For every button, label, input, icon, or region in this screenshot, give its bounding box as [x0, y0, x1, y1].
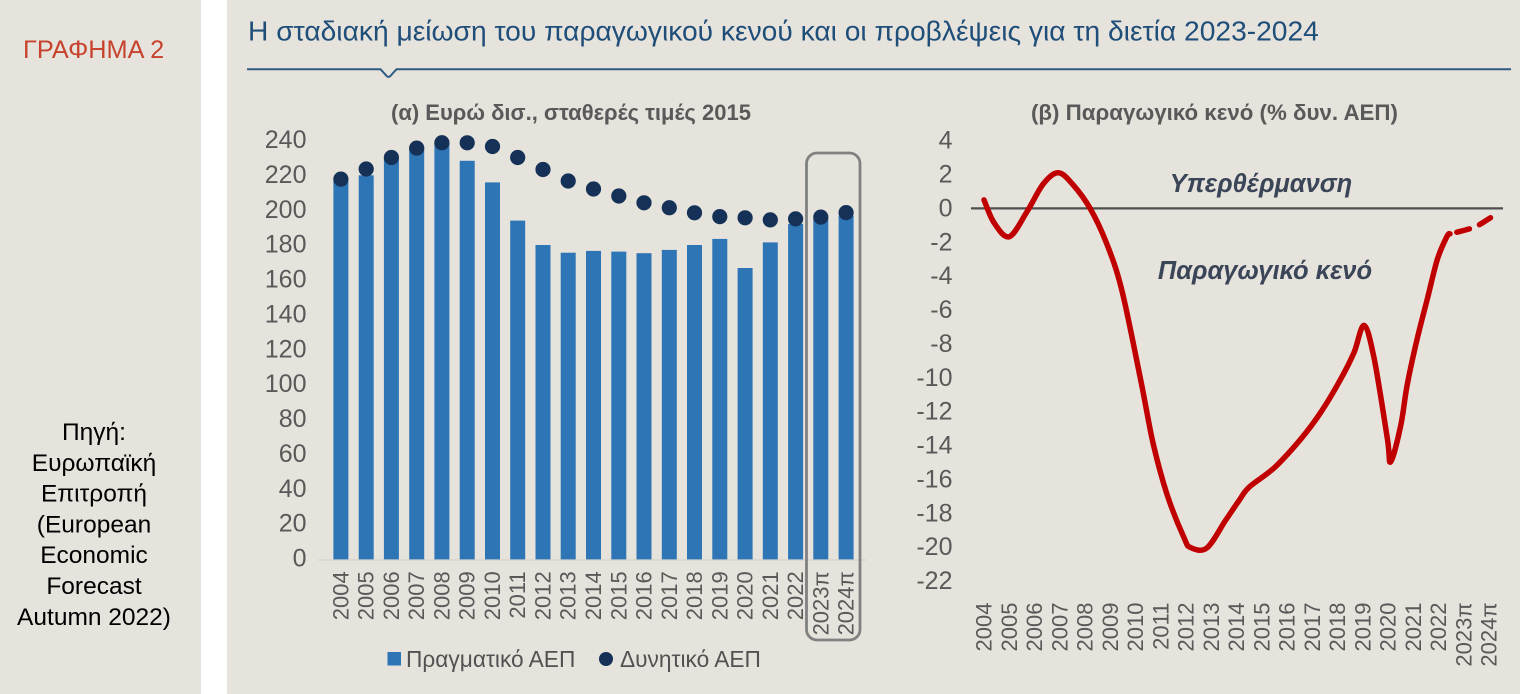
svg-text:Forecast: Forecast	[46, 573, 142, 600]
svg-text:140: 140	[265, 300, 307, 328]
svg-text:2013: 2013	[556, 571, 581, 620]
svg-text:2010: 2010	[1123, 603, 1148, 652]
svg-text:2021: 2021	[758, 571, 783, 620]
svg-text:Δυνητικό ΑΕΠ: Δυνητικό ΑΕΠ	[620, 646, 761, 672]
svg-text:2020: 2020	[1376, 603, 1401, 652]
svg-text:2005: 2005	[997, 603, 1022, 652]
svg-text:2020: 2020	[733, 571, 758, 620]
svg-text:-6: -6	[930, 296, 952, 324]
svg-text:2006: 2006	[1022, 603, 1047, 652]
svg-text:Παραγωγικό κενό: Παραγωγικό κενό	[1158, 257, 1372, 285]
svg-text:-20: -20	[916, 533, 952, 561]
svg-text:2011: 2011	[505, 571, 530, 618]
svg-text:2022: 2022	[1426, 603, 1451, 652]
svg-text:(α) Ευρώ δισ., σταθερές τιμές: (α) Ευρώ δισ., σταθερές τιμές 2015	[391, 100, 751, 125]
svg-text:-10: -10	[916, 364, 952, 392]
svg-text:160: 160	[265, 266, 307, 294]
svg-text:220: 220	[265, 161, 307, 189]
svg-text:Πραγματικό ΑΕΠ: Πραγματικό ΑΕΠ	[406, 646, 575, 672]
svg-text:2010: 2010	[480, 571, 505, 620]
svg-text:2004: 2004	[972, 603, 997, 652]
svg-text:60: 60	[279, 440, 307, 468]
svg-text:0: 0	[939, 194, 953, 222]
svg-text:2006: 2006	[379, 571, 404, 620]
svg-text:-4: -4	[930, 262, 952, 290]
svg-text:Autumn 2022): Autumn 2022)	[17, 604, 171, 631]
svg-text:0: 0	[293, 545, 307, 573]
svg-text:-14: -14	[916, 432, 952, 460]
svg-text:2013: 2013	[1199, 603, 1224, 652]
svg-text:2011: 2011	[1148, 603, 1173, 650]
svg-text:2017: 2017	[1300, 603, 1325, 652]
svg-text:2009: 2009	[455, 571, 480, 620]
svg-text:-16: -16	[916, 465, 952, 493]
svg-text:2024π: 2024π	[834, 571, 859, 635]
svg-text:Ευρωπαϊκή: Ευρωπαϊκή	[32, 450, 157, 477]
svg-text:2007: 2007	[1047, 603, 1072, 652]
svg-text:(β) Παραγωγικό κενό (% δυν. ΑΕ: (β) Παραγωγικό κενό (% δυν. ΑΕΠ)	[1031, 100, 1398, 125]
svg-text:Πηγή:: Πηγή:	[62, 419, 126, 446]
svg-text:-18: -18	[916, 499, 952, 527]
svg-text:2016: 2016	[1275, 603, 1300, 652]
svg-text:180: 180	[265, 231, 307, 259]
svg-text:2019: 2019	[707, 571, 732, 620]
svg-text:100: 100	[265, 370, 307, 398]
svg-text:2018: 2018	[682, 571, 707, 620]
svg-text:2015: 2015	[1249, 603, 1274, 652]
svg-text:-8: -8	[930, 330, 952, 358]
svg-text:2017: 2017	[657, 571, 682, 620]
svg-text:2024π: 2024π	[1477, 603, 1502, 667]
svg-text:2008: 2008	[1073, 603, 1098, 652]
svg-text:2023π: 2023π	[808, 571, 833, 635]
svg-text:2023π: 2023π	[1451, 603, 1476, 667]
svg-text:(European: (European	[37, 511, 151, 538]
svg-text:2009: 2009	[1098, 603, 1123, 652]
svg-text:2021: 2021	[1401, 603, 1426, 652]
svg-text:2014: 2014	[1224, 603, 1249, 652]
svg-text:2014: 2014	[581, 571, 606, 620]
svg-text:-22: -22	[916, 567, 952, 595]
svg-text:Υπερθέρμανση: Υπερθέρμανση	[1170, 170, 1353, 198]
svg-text:2012: 2012	[1174, 603, 1199, 652]
svg-text:2019: 2019	[1350, 603, 1375, 652]
svg-text:200: 200	[265, 196, 307, 224]
svg-text:2007: 2007	[404, 571, 429, 620]
svg-text:240: 240	[265, 126, 307, 154]
svg-text:ΓΡΑΦΗΜΑ 2: ΓΡΑΦΗΜΑ 2	[23, 36, 164, 64]
svg-text:-12: -12	[916, 398, 952, 426]
svg-text:40: 40	[279, 475, 307, 503]
svg-text:2005: 2005	[354, 571, 379, 620]
svg-text:Επιτροπή: Επιτροπή	[41, 481, 147, 508]
svg-text:2016: 2016	[632, 571, 657, 620]
svg-text:2012: 2012	[531, 571, 556, 620]
svg-text:4: 4	[939, 127, 953, 155]
svg-text:2008: 2008	[429, 571, 454, 620]
svg-text:2004: 2004	[328, 571, 353, 620]
svg-text:20: 20	[279, 510, 307, 538]
svg-text:2018: 2018	[1325, 603, 1350, 652]
svg-text:-2: -2	[930, 228, 952, 256]
svg-text:80: 80	[279, 405, 307, 433]
svg-text:120: 120	[265, 335, 307, 363]
svg-text:2022: 2022	[783, 571, 808, 620]
svg-text:2: 2	[939, 161, 953, 189]
svg-text:2015: 2015	[606, 571, 631, 620]
svg-text:Η σταδιακή μείωση του παραγωγι: Η σταδιακή μείωση του παραγωγικού κενού …	[248, 15, 1319, 47]
svg-text:Economic: Economic	[40, 542, 148, 569]
